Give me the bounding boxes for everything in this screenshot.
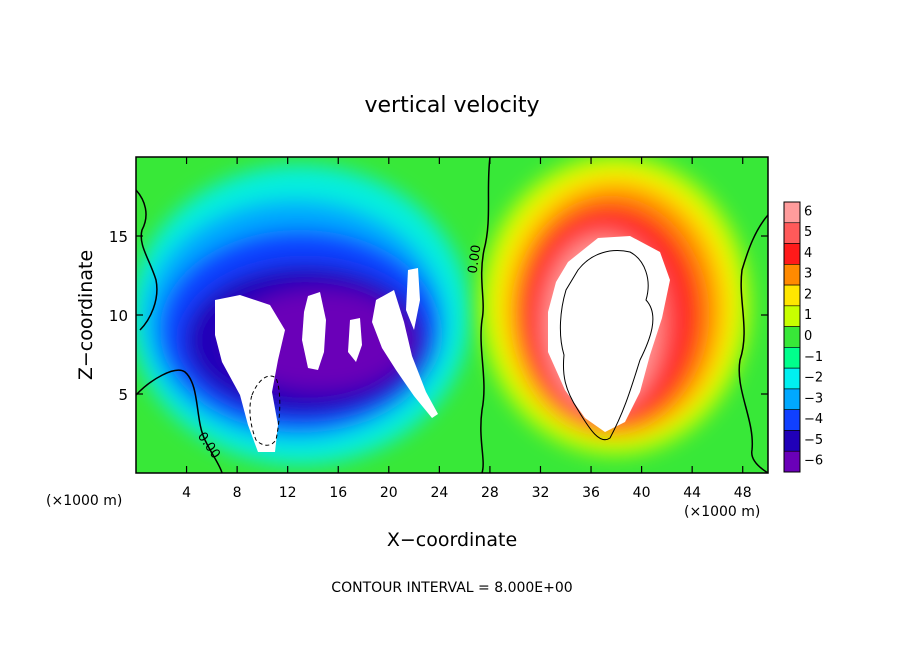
x-tick-label: 4 bbox=[182, 485, 191, 501]
y-axis-label: Z−coordinate bbox=[75, 250, 97, 380]
downdraft-cores bbox=[215, 268, 438, 452]
y-tick-label: 10 bbox=[109, 307, 128, 325]
x-axis-label: X−coordinate bbox=[387, 529, 517, 551]
chart-title: vertical velocity bbox=[364, 93, 539, 118]
colorbar-label: 1 bbox=[804, 308, 812, 323]
colorbar-label: 3 bbox=[804, 267, 812, 282]
zero-contour-upper-left bbox=[136, 189, 158, 331]
zero-contour-mid bbox=[480, 157, 491, 473]
updraft-inner-contour bbox=[559, 250, 654, 441]
zero-contours bbox=[136, 157, 768, 473]
y-tick-label: 15 bbox=[109, 228, 128, 246]
colorbar-label: −3 bbox=[804, 391, 823, 406]
colorbar-swatch bbox=[783, 305, 801, 327]
x-tick-label: 48 bbox=[734, 485, 752, 501]
x-tick-label: 36 bbox=[582, 485, 600, 501]
updraft-core bbox=[548, 236, 670, 432]
colorbar-label: −2 bbox=[804, 371, 823, 386]
colorbar: 6 5 4 3 2 1 0 −1 −2 −3 −4 −5 −6 bbox=[783, 201, 823, 473]
contour-interval-note: CONTOUR INTERVAL = 8.000E+00 bbox=[331, 580, 572, 596]
x-tick-label: 20 bbox=[380, 485, 398, 501]
contour-label: 0.00 bbox=[466, 244, 485, 275]
downdraft-dashed-contour bbox=[249, 375, 281, 446]
downdraft-core-5 bbox=[406, 268, 420, 330]
colorbar-label: −5 bbox=[804, 433, 823, 448]
colorbar-frame bbox=[783, 201, 801, 473]
x-unit-right: (×1000 m) bbox=[684, 504, 760, 520]
x-tick-label: 16 bbox=[329, 485, 347, 501]
colorbar-swatch bbox=[783, 430, 801, 452]
downdraft-field bbox=[136, 165, 470, 465]
colorbar-label: −6 bbox=[804, 454, 823, 469]
x-tick-label: 32 bbox=[532, 485, 550, 501]
plot-area bbox=[136, 157, 768, 473]
downdraft-core-4 bbox=[372, 290, 438, 418]
colorbar-swatch bbox=[783, 284, 801, 307]
colorbar-label: 2 bbox=[804, 287, 812, 302]
y-tick-label: 5 bbox=[118, 386, 128, 404]
colorbar-swatch bbox=[783, 264, 801, 286]
colorbar-label: 6 bbox=[804, 204, 812, 219]
colorbar-swatch bbox=[783, 388, 801, 410]
colorbar-swatch bbox=[783, 243, 801, 265]
x-tick-label: 40 bbox=[633, 485, 651, 501]
colorbar-swatch bbox=[783, 450, 801, 473]
x-tick-label: 24 bbox=[430, 485, 448, 501]
y-ticks: 5 10 15 bbox=[109, 228, 768, 404]
x-tick-label: 44 bbox=[683, 485, 701, 501]
zero-contour-right bbox=[738, 214, 768, 473]
downdraft-core-3 bbox=[348, 318, 362, 362]
x-tick-label: 12 bbox=[279, 485, 297, 501]
x-tick-label: 28 bbox=[481, 485, 499, 501]
x-tick-label: 8 bbox=[233, 485, 242, 501]
colorbar-label: 0 bbox=[804, 329, 812, 344]
colorbar-swatch bbox=[783, 222, 801, 244]
downdraft-core-1 bbox=[215, 295, 285, 452]
colorbar-swatch bbox=[783, 326, 801, 348]
colorbar-swatch bbox=[783, 409, 801, 431]
colorbar-swatch bbox=[783, 367, 801, 390]
colorbar-swatch bbox=[783, 201, 801, 224]
colorbar-swatch bbox=[783, 347, 801, 369]
x-ticks: 4 8 12 16 20 24 28 32 36 40 44 48 bbox=[182, 157, 752, 501]
colorbar-label: −1 bbox=[804, 350, 823, 365]
x-unit-left: (×1000 m) bbox=[46, 493, 122, 509]
colorbar-label: 4 bbox=[804, 246, 812, 261]
colorbar-label: 5 bbox=[804, 225, 812, 240]
downdraft-core-2 bbox=[302, 292, 326, 370]
colorbar-label: −4 bbox=[804, 412, 823, 427]
zero-contour-left bbox=[136, 369, 223, 473]
